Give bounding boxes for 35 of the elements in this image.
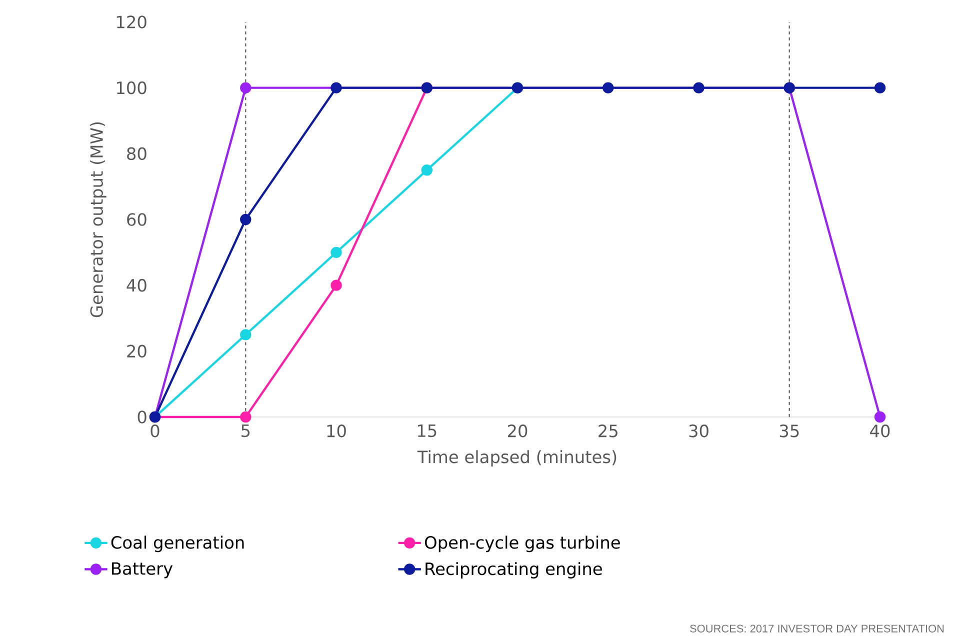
point: [240, 411, 252, 423]
x-tick-label: 5: [242, 424, 250, 438]
y-tick-label: 80: [127, 147, 146, 160]
x-tick-label: 15: [418, 424, 436, 438]
y-tick-label: 40: [126, 278, 146, 292]
x-axis-title: Time elapsed (minutes): [417, 450, 616, 467]
source-note: SOURCES: 2017 INVESTOR DAY PRESENTATION: [690, 624, 944, 632]
y-axis-title: Generator output (MW): [90, 122, 106, 318]
point: [693, 82, 704, 94]
point: [330, 280, 342, 291]
point: [330, 82, 342, 94]
point: [240, 82, 252, 94]
y-tick-label: 60: [127, 213, 146, 226]
x-tick-label: 10: [327, 424, 346, 438]
legend-label: Open-cycle gas turbine: [424, 536, 620, 552]
x-tick-label: 40: [870, 424, 890, 438]
point: [874, 82, 886, 94]
x-tick-label: 0: [150, 424, 160, 438]
point: [421, 164, 432, 176]
y-tick-label: 100: [117, 81, 146, 94]
y-tick-label: 0: [138, 410, 146, 424]
x-tick-label: 20: [508, 424, 528, 438]
legend-label: Battery: [112, 562, 173, 578]
x-tick-label: 25: [598, 424, 618, 438]
x-tick-label: 30: [689, 424, 708, 438]
legend-label: Reciprocating engine: [426, 562, 602, 578]
point: [874, 411, 886, 423]
y-tick-label: 120: [117, 16, 146, 28]
x-tick-label: 35: [780, 424, 799, 438]
point: [240, 329, 252, 340]
y-tick-label: 20: [127, 344, 146, 358]
legend-label: Coal generation: [111, 536, 244, 552]
point: [240, 214, 252, 226]
point: [330, 246, 342, 258]
point: [602, 82, 614, 94]
